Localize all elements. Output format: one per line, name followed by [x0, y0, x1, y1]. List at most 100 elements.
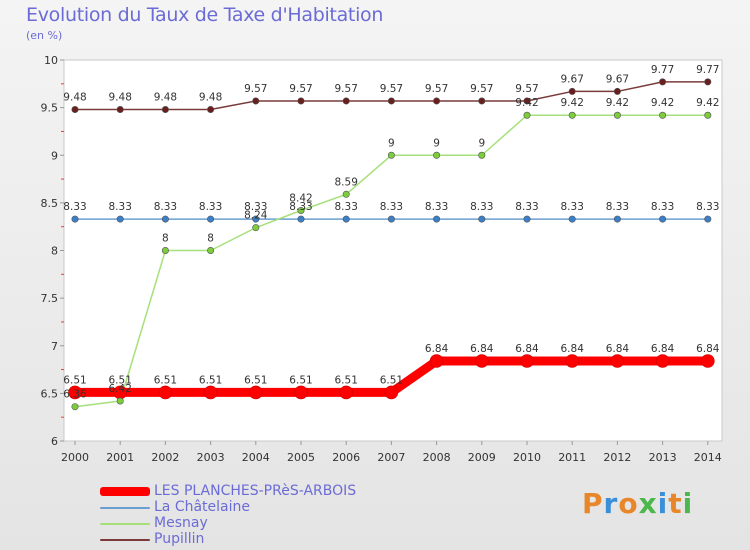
brand-letter: x: [638, 487, 658, 520]
data-label: 9.48: [199, 92, 222, 104]
data-point: [384, 385, 399, 400]
data-point: [207, 106, 215, 114]
data-label: 9: [388, 137, 395, 149]
data-label: 6.84: [470, 343, 494, 355]
data-point: [704, 215, 712, 223]
data-point: [252, 215, 260, 223]
data-point: [523, 97, 531, 105]
data-point: [249, 385, 263, 400]
data-label: 6.51: [289, 374, 312, 386]
data-label: 6.84: [515, 343, 539, 355]
x-tick-label: 2009: [468, 451, 496, 464]
data-point: [655, 354, 670, 368]
data-label: 6.84: [561, 343, 585, 355]
data-label: 8.33: [199, 201, 222, 213]
legend-item-chatelaine: La Châtelaine: [100, 499, 420, 516]
data-label: 9.57: [470, 83, 493, 95]
data-point: [613, 87, 621, 95]
data-point: [339, 385, 354, 400]
legend-swatch-chatelaine: [100, 507, 150, 509]
data-point: [161, 247, 169, 255]
data-label: 6.84: [651, 343, 675, 355]
data-label: 9.42: [515, 97, 538, 109]
x-tick-label: 2001: [106, 451, 134, 464]
data-point: [387, 97, 395, 105]
data-point: [294, 385, 308, 400]
data-point: [613, 111, 621, 119]
data-point: [297, 97, 305, 105]
data-label: 8.33: [63, 201, 86, 213]
y-tick-label: 7.5: [41, 292, 59, 305]
data-label: 8.33: [289, 201, 312, 213]
data-point: [387, 215, 395, 223]
brand-letter: i: [657, 487, 669, 520]
data-point: [704, 111, 712, 119]
data-point: [478, 97, 486, 105]
data-label: 6.42: [109, 383, 132, 395]
x-tick-label: 2006: [332, 451, 360, 464]
y-tick-label: 9.5: [41, 102, 59, 115]
data-label: 6.51: [335, 374, 358, 386]
legend-swatch-planches: [100, 487, 150, 496]
data-label: 8.33: [244, 201, 267, 213]
data-label: 9.48: [154, 92, 177, 104]
data-label: 6.51: [154, 374, 177, 386]
brand-logo: Proxiti: [582, 487, 693, 520]
data-point: [523, 111, 531, 119]
y-tick-label: 7: [51, 340, 58, 353]
y-tick-label: 8: [51, 245, 58, 258]
data-point: [116, 215, 124, 223]
data-point: [433, 151, 441, 159]
data-label: 6.84: [606, 343, 630, 355]
data-label: 9.42: [606, 97, 629, 109]
data-label: 9.57: [289, 83, 312, 95]
data-point: [613, 215, 621, 223]
data-point: [68, 385, 82, 400]
legend: LES PLANCHES-PRèS-ARBOIS La Châtelaine M…: [100, 483, 420, 548]
y-tick-label: 8.5: [41, 197, 59, 210]
data-label: 9.42: [561, 97, 584, 109]
data-label: 9.77: [696, 64, 719, 76]
data-label: 6.51: [109, 374, 132, 386]
data-point: [252, 97, 260, 105]
data-label: 9.42: [696, 97, 719, 109]
data-label: 9.48: [109, 92, 132, 104]
data-label: 6.84: [696, 343, 720, 355]
data-label: 8: [207, 233, 214, 245]
chart-title: Evolution du Taux de Taxe d'Habitation: [26, 4, 384, 26]
data-label: 8.33: [335, 201, 358, 213]
data-point: [700, 354, 715, 368]
data-label: 8.33: [696, 201, 719, 213]
data-point: [610, 354, 625, 368]
x-tick-label: 2013: [649, 451, 677, 464]
data-point: [207, 247, 215, 255]
data-point: [342, 215, 350, 223]
data-label: 9: [433, 137, 440, 149]
legend-item-planches: LES PLANCHES-PRèS-ARBOIS: [100, 483, 420, 500]
data-point: [252, 224, 260, 232]
data-point: [474, 354, 489, 368]
x-tick-label: 2007: [377, 451, 405, 464]
data-label: 6.51: [199, 374, 222, 386]
data-point: [158, 385, 173, 400]
data-point: [520, 354, 534, 368]
data-point: [71, 403, 79, 411]
data-label: 8.33: [515, 201, 538, 213]
brand-letter: P: [582, 487, 604, 520]
x-tick-label: 2004: [242, 451, 270, 464]
data-point: [429, 354, 444, 368]
legend-swatch-pupillin: [100, 539, 150, 541]
x-tick-label: 2010: [513, 451, 541, 464]
y-tick-label: 9: [51, 149, 58, 162]
data-point: [478, 215, 486, 223]
data-point: [71, 215, 79, 223]
data-point: [207, 215, 215, 223]
data-label: 8.42: [289, 192, 312, 204]
x-tick-label: 2014: [694, 451, 722, 464]
data-point: [342, 97, 350, 105]
data-point: [71, 106, 79, 114]
brand-letter: o: [618, 487, 639, 520]
data-point: [297, 206, 305, 214]
